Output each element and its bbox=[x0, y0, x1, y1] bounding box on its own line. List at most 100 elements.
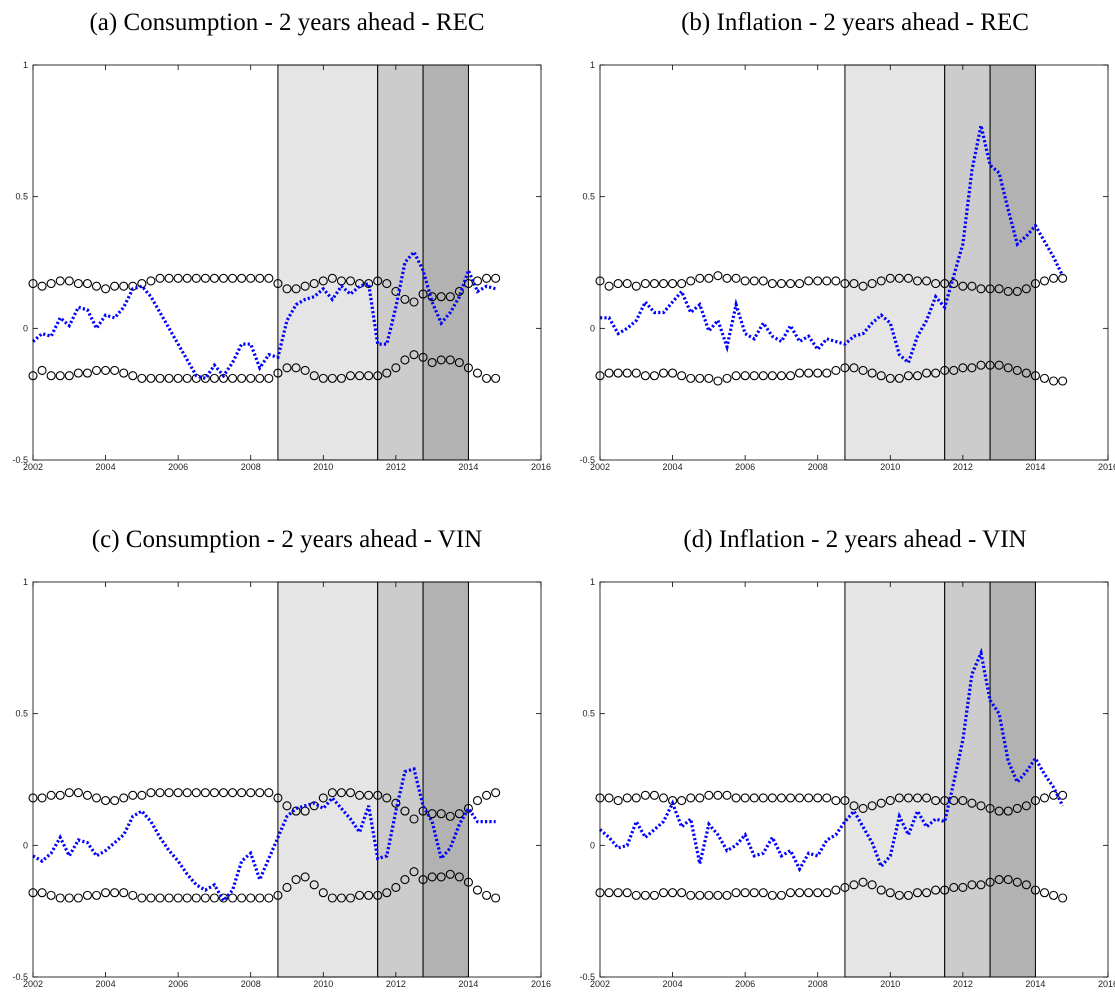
marker bbox=[364, 371, 374, 381]
marker bbox=[785, 371, 796, 381]
marker bbox=[164, 893, 174, 903]
marker bbox=[155, 373, 165, 383]
marker bbox=[677, 796, 687, 806]
x-tick-label: 2004 bbox=[96, 979, 116, 989]
x-tick-label: 2002 bbox=[590, 462, 610, 472]
marker bbox=[994, 284, 1004, 294]
marker bbox=[1058, 376, 1068, 386]
marker bbox=[622, 793, 632, 803]
marker bbox=[695, 890, 705, 900]
marker bbox=[903, 371, 913, 381]
x-tick-label: 2012 bbox=[386, 979, 406, 989]
series-line bbox=[600, 125, 1065, 366]
marker bbox=[64, 893, 74, 903]
marker bbox=[686, 793, 696, 803]
marker bbox=[282, 801, 292, 811]
x-tick-label: 2006 bbox=[168, 979, 188, 989]
marker bbox=[454, 872, 464, 882]
y-tick-label: -0.5 bbox=[12, 972, 28, 982]
marker bbox=[382, 888, 392, 898]
marker bbox=[912, 371, 923, 381]
marker bbox=[958, 363, 968, 373]
marker bbox=[949, 796, 959, 806]
panel: (c) Consumption - 2 years ahead - VIN 200… bbox=[12, 526, 551, 989]
marker bbox=[1039, 276, 1050, 286]
marker bbox=[622, 279, 632, 289]
marker bbox=[840, 279, 850, 289]
marker bbox=[336, 788, 346, 798]
marker bbox=[454, 358, 464, 368]
marker bbox=[876, 371, 886, 381]
marker bbox=[119, 888, 129, 898]
marker bbox=[246, 273, 256, 283]
marker bbox=[91, 890, 102, 900]
marker bbox=[912, 888, 923, 898]
marker bbox=[37, 888, 47, 898]
marker bbox=[418, 289, 428, 299]
marker bbox=[903, 890, 913, 900]
marker bbox=[704, 790, 714, 800]
marker bbox=[91, 365, 102, 376]
marker bbox=[967, 880, 977, 890]
marker bbox=[200, 893, 210, 903]
x-tick-label: 2012 bbox=[386, 462, 406, 472]
marker bbox=[137, 893, 147, 903]
marker bbox=[1039, 373, 1050, 383]
x-tick-label: 2006 bbox=[735, 979, 755, 989]
marker bbox=[318, 888, 328, 898]
marker bbox=[640, 790, 650, 800]
marker bbox=[345, 276, 356, 286]
marker bbox=[309, 371, 319, 381]
marker bbox=[463, 279, 473, 289]
marker bbox=[101, 365, 111, 376]
marker bbox=[155, 893, 165, 903]
marker bbox=[795, 279, 805, 289]
marker bbox=[658, 279, 669, 289]
marker bbox=[182, 788, 192, 798]
marker bbox=[631, 368, 641, 378]
marker bbox=[391, 798, 401, 808]
marker bbox=[418, 352, 428, 362]
marker bbox=[355, 890, 365, 900]
marker bbox=[91, 281, 102, 291]
marker bbox=[831, 885, 841, 895]
marker bbox=[704, 273, 714, 283]
marker bbox=[604, 281, 614, 291]
y-tick-label: -0.5 bbox=[579, 455, 595, 465]
marker bbox=[255, 788, 265, 798]
marker bbox=[110, 281, 120, 291]
y-tick-label: -0.5 bbox=[12, 455, 28, 465]
y-tick-label: 0 bbox=[590, 840, 595, 850]
marker bbox=[137, 790, 147, 800]
marker bbox=[454, 286, 464, 297]
marker bbox=[731, 888, 741, 898]
marker bbox=[976, 801, 986, 811]
marker bbox=[677, 279, 687, 289]
marker bbox=[173, 373, 183, 383]
marker bbox=[831, 796, 841, 806]
x-tick-label: 2014 bbox=[458, 979, 478, 989]
marker bbox=[164, 373, 174, 383]
marker bbox=[228, 788, 238, 798]
marker bbox=[613, 279, 623, 289]
marker bbox=[776, 279, 786, 289]
marker bbox=[327, 893, 337, 903]
marker bbox=[613, 888, 623, 898]
marker bbox=[776, 890, 786, 900]
marker bbox=[668, 368, 678, 378]
marker bbox=[73, 893, 83, 903]
marker bbox=[695, 793, 705, 803]
marker bbox=[1049, 376, 1059, 386]
marker bbox=[1021, 880, 1031, 890]
marker bbox=[613, 796, 623, 806]
marker bbox=[218, 273, 229, 283]
marker bbox=[858, 281, 868, 291]
marker bbox=[1030, 371, 1040, 381]
marker bbox=[82, 790, 92, 800]
marker bbox=[427, 872, 437, 882]
x-tick-label: 2008 bbox=[808, 462, 828, 472]
marker bbox=[767, 890, 777, 900]
marker bbox=[282, 284, 292, 294]
marker bbox=[704, 890, 714, 900]
marker bbox=[382, 793, 392, 803]
